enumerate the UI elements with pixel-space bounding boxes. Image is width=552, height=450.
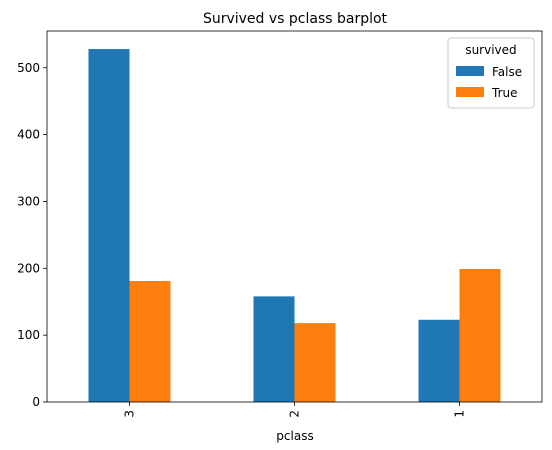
bar-false-class-2: [253, 296, 295, 402]
plot-area: 0 100 200 300 400 500 3 2 1: [17, 30, 543, 418]
bar-false-class-1: [418, 319, 460, 402]
y-tick-label: 300: [17, 194, 40, 208]
y-tick-label: 200: [17, 261, 40, 275]
bar-true-class-2: [294, 323, 336, 402]
bar-true-class-1: [459, 268, 501, 402]
y-tick-label: 100: [17, 328, 40, 342]
legend-title: survived: [465, 43, 516, 57]
x-axis-label: pclass: [276, 429, 313, 443]
bar-true-class-3: [129, 281, 171, 402]
bar-false-class-3: [88, 49, 130, 403]
x-tick-label: 3: [123, 410, 137, 418]
x-tick-label: 1: [453, 410, 467, 418]
legend-swatch-false: [456, 66, 484, 76]
legend: survived False True: [447, 37, 535, 109]
legend-swatch-true: [456, 87, 484, 97]
x-tick-label: 2: [288, 410, 302, 418]
legend-label-true: True: [491, 86, 518, 100]
y-tick-label: 400: [17, 128, 40, 142]
y-tick-label: 500: [17, 61, 40, 75]
y-tick-label: 0: [32, 395, 40, 409]
chart-title: Survived vs pclass barplot: [203, 11, 388, 27]
legend-label-false: False: [492, 65, 522, 79]
